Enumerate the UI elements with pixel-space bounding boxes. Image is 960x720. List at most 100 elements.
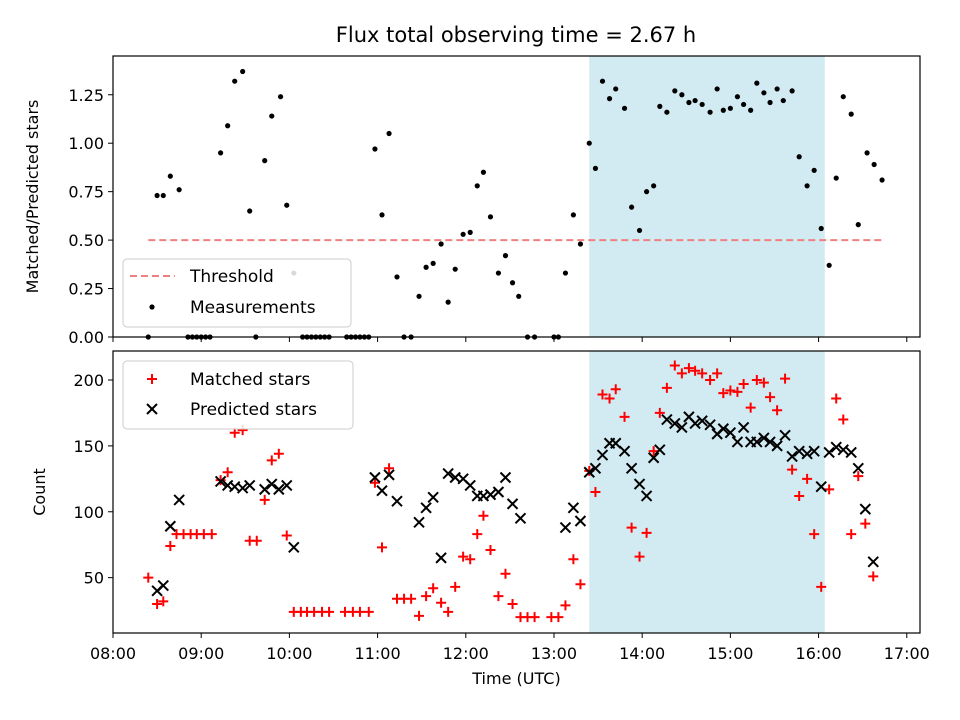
measurement-point xyxy=(767,99,773,106)
matched-star-point xyxy=(712,368,723,379)
predicted-star-point xyxy=(574,515,587,527)
measurement-point xyxy=(467,229,473,235)
measurement-point xyxy=(657,103,663,109)
matched-star-point xyxy=(251,535,262,546)
measurement-point xyxy=(480,169,487,175)
predicted-star-point xyxy=(859,503,872,515)
predicted-star-point xyxy=(492,486,505,498)
observing-span-shade xyxy=(589,351,825,633)
predicted-star-point xyxy=(724,426,737,439)
measurement-point xyxy=(218,150,224,156)
legend-threshold-label: Threshold xyxy=(189,267,274,287)
measurement-point xyxy=(160,192,166,199)
measurement-point xyxy=(664,109,670,115)
measurement-point xyxy=(386,130,392,137)
legend: Matched stars Predicted stars xyxy=(122,360,354,430)
measurement-point xyxy=(789,88,795,94)
measurement-point xyxy=(774,86,780,92)
matched-star-point xyxy=(868,571,879,582)
predicted-star-point xyxy=(567,502,580,514)
measurement-point xyxy=(474,183,480,189)
matched-star-point xyxy=(478,510,489,521)
x-tick-label: 08:00 xyxy=(90,644,136,663)
measurement-point xyxy=(734,94,741,100)
measurement-point xyxy=(562,270,569,276)
matched-star-point xyxy=(259,494,270,505)
matched-star-point xyxy=(529,612,540,623)
measurement-point xyxy=(577,241,584,247)
predicted-star-point xyxy=(618,445,631,457)
measurement-point xyxy=(606,96,613,102)
chart-title: Flux total observing time = 2.67 h xyxy=(336,23,696,47)
measurement-point xyxy=(879,177,885,183)
matched-star-point xyxy=(705,374,716,385)
predicted-star-point xyxy=(758,432,770,444)
measurement-point xyxy=(509,280,516,286)
matched-star-point xyxy=(809,529,820,540)
predicted-star-point xyxy=(442,467,454,480)
matched-star-point xyxy=(273,448,284,459)
matched-star-point xyxy=(590,487,601,497)
matched-star-point xyxy=(846,529,857,540)
measurement-point xyxy=(720,107,726,113)
predicted-star-point xyxy=(281,479,293,492)
matched-star-point xyxy=(676,368,687,379)
measurement-point xyxy=(840,94,846,100)
predicted-star-point xyxy=(369,471,381,484)
matched-star-point xyxy=(406,593,417,604)
matched-star-point xyxy=(831,393,842,404)
measurement-point xyxy=(592,165,599,171)
predicted-star-point xyxy=(779,429,791,442)
predicted-star-point xyxy=(793,445,805,457)
matched-star-point xyxy=(641,527,652,538)
matched-star-point xyxy=(324,606,335,617)
measurement-point xyxy=(672,88,678,94)
measurement-point xyxy=(761,90,767,96)
axes-frame xyxy=(112,350,921,634)
matched-star-point xyxy=(165,541,176,552)
matched-star-point xyxy=(560,600,571,611)
matched-star-point xyxy=(143,572,154,583)
matched-star-point xyxy=(604,393,615,404)
measurement-point xyxy=(452,266,458,272)
predicted-star-point xyxy=(837,444,849,456)
predicted-star-point xyxy=(288,541,300,554)
legend-matched-swatch xyxy=(147,374,157,384)
matched-star-point xyxy=(669,360,680,371)
predicted-star-point xyxy=(164,520,177,532)
matched-star-point xyxy=(824,484,835,495)
measurement-point xyxy=(225,123,231,129)
matched-star-point xyxy=(158,596,169,607)
measurement-point xyxy=(516,293,522,299)
predicted-star-point xyxy=(391,495,403,507)
matched-star-point xyxy=(725,385,736,396)
matched-star-point xyxy=(152,599,163,610)
predicted-star-point xyxy=(559,521,572,534)
legend-predicted-label: Predicted stars xyxy=(190,400,317,420)
matched-star-point xyxy=(751,374,762,385)
x-tick-label: 12:00 xyxy=(443,644,489,663)
bottom-panel: 50 100 150 200 08:00 09:00 10:00 11:00 12:00 13:0… xyxy=(30,350,930,688)
predicted-star-point xyxy=(867,556,879,568)
measurement-point xyxy=(430,260,436,266)
y-tick-label: 0.75 xyxy=(68,183,104,202)
predicted-star-point xyxy=(427,491,439,503)
matched-star-point xyxy=(384,463,395,474)
predicted-star-point xyxy=(514,512,527,525)
matched-star-point xyxy=(853,471,864,482)
measurement-point xyxy=(651,183,657,189)
matched-star-point xyxy=(654,407,665,418)
measurement-point xyxy=(714,86,720,92)
legend-matched-label: Matched stars xyxy=(190,370,310,390)
measurement-point xyxy=(643,189,650,195)
matched-star-point xyxy=(428,583,439,594)
y-tick-label: 1.25 xyxy=(68,86,104,105)
predicted-star-point xyxy=(413,516,425,529)
matched-star-point xyxy=(472,529,483,540)
predicted-star-point xyxy=(717,423,730,435)
predicted-star-point xyxy=(689,417,701,430)
legend: Threshold Measurements xyxy=(122,258,352,328)
legend-measurements-swatch xyxy=(149,304,155,310)
matched-star-point xyxy=(485,544,496,555)
y-axis-label: Count xyxy=(30,468,49,516)
